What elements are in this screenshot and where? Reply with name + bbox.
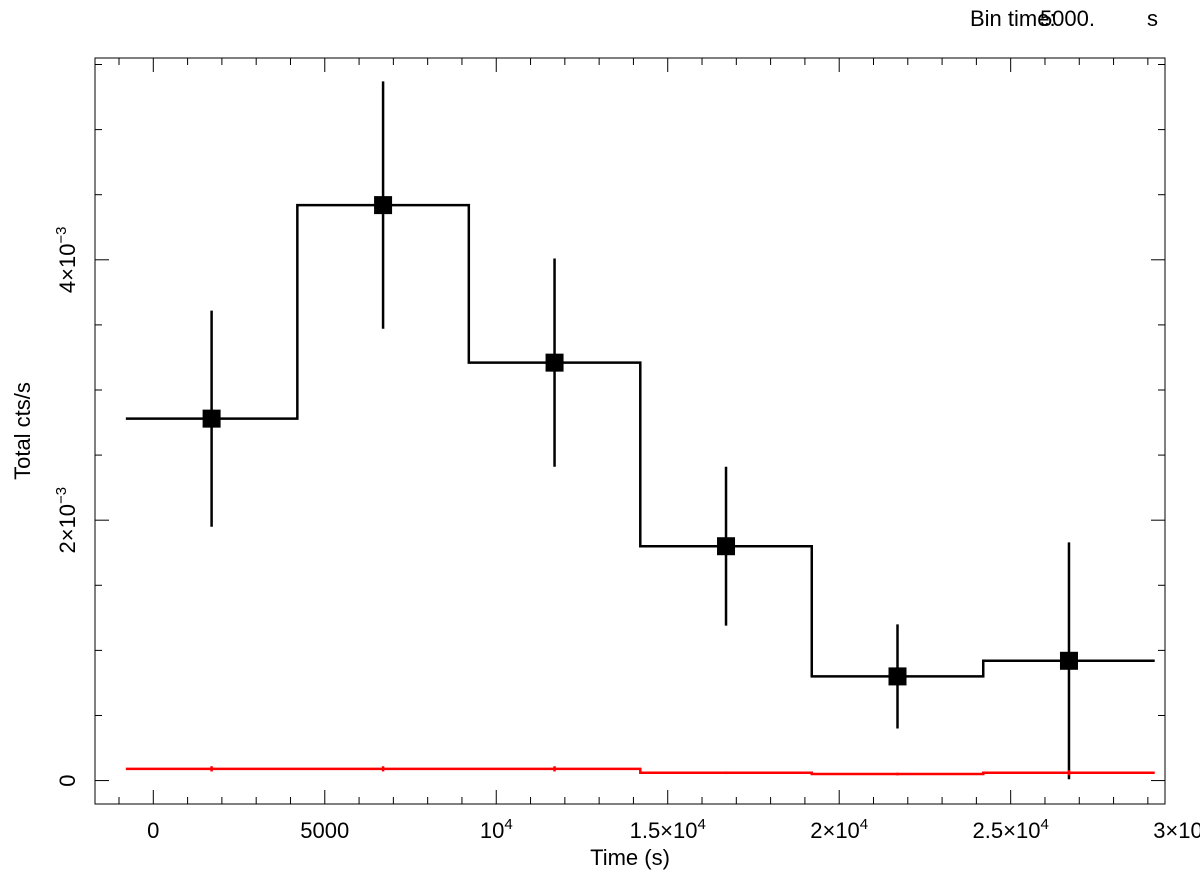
tick-labels: 0 5000 104 1.5×104 2×104 2.5×104 3×104 0 2×10−3 4… [53, 226, 1200, 843]
axis-ticks [95, 58, 1165, 804]
y-tick-label: 2×10−3 [53, 487, 80, 554]
x-tick-label: 1.5×104 [630, 816, 706, 843]
series-1-point [717, 537, 736, 556]
series-1-point [202, 409, 221, 428]
series-1-point [374, 196, 393, 215]
x-tick-label: 104 [480, 816, 513, 843]
bin-time-label: Bin time: [970, 6, 1056, 31]
x-tick-label: 0 [147, 818, 159, 843]
series-1-step-line [125, 203, 1155, 678]
plot-frame [94, 57, 1166, 805]
bin-time-value: 5000. [1040, 6, 1095, 31]
series-1-point [888, 667, 907, 686]
y-tick-label: 4×10−3 [53, 226, 80, 293]
y-axis-title: Total cts/s [10, 382, 35, 480]
series-2-step-line [125, 767, 1155, 776]
series-1-point [545, 353, 564, 372]
x-tick-label: 2.5×104 [973, 816, 1049, 843]
bin-time-unit: s [1147, 6, 1158, 31]
series-1-point [1059, 651, 1078, 670]
x-tick-label: 5000 [300, 818, 349, 843]
series-layer [125, 81, 1155, 780]
y-tick-label: 0 [55, 774, 80, 786]
x-tick-label: 3×104 [1153, 816, 1200, 843]
x-tick-label: 2×104 [810, 816, 868, 843]
x-axis-title: Time (s) [590, 845, 670, 870]
